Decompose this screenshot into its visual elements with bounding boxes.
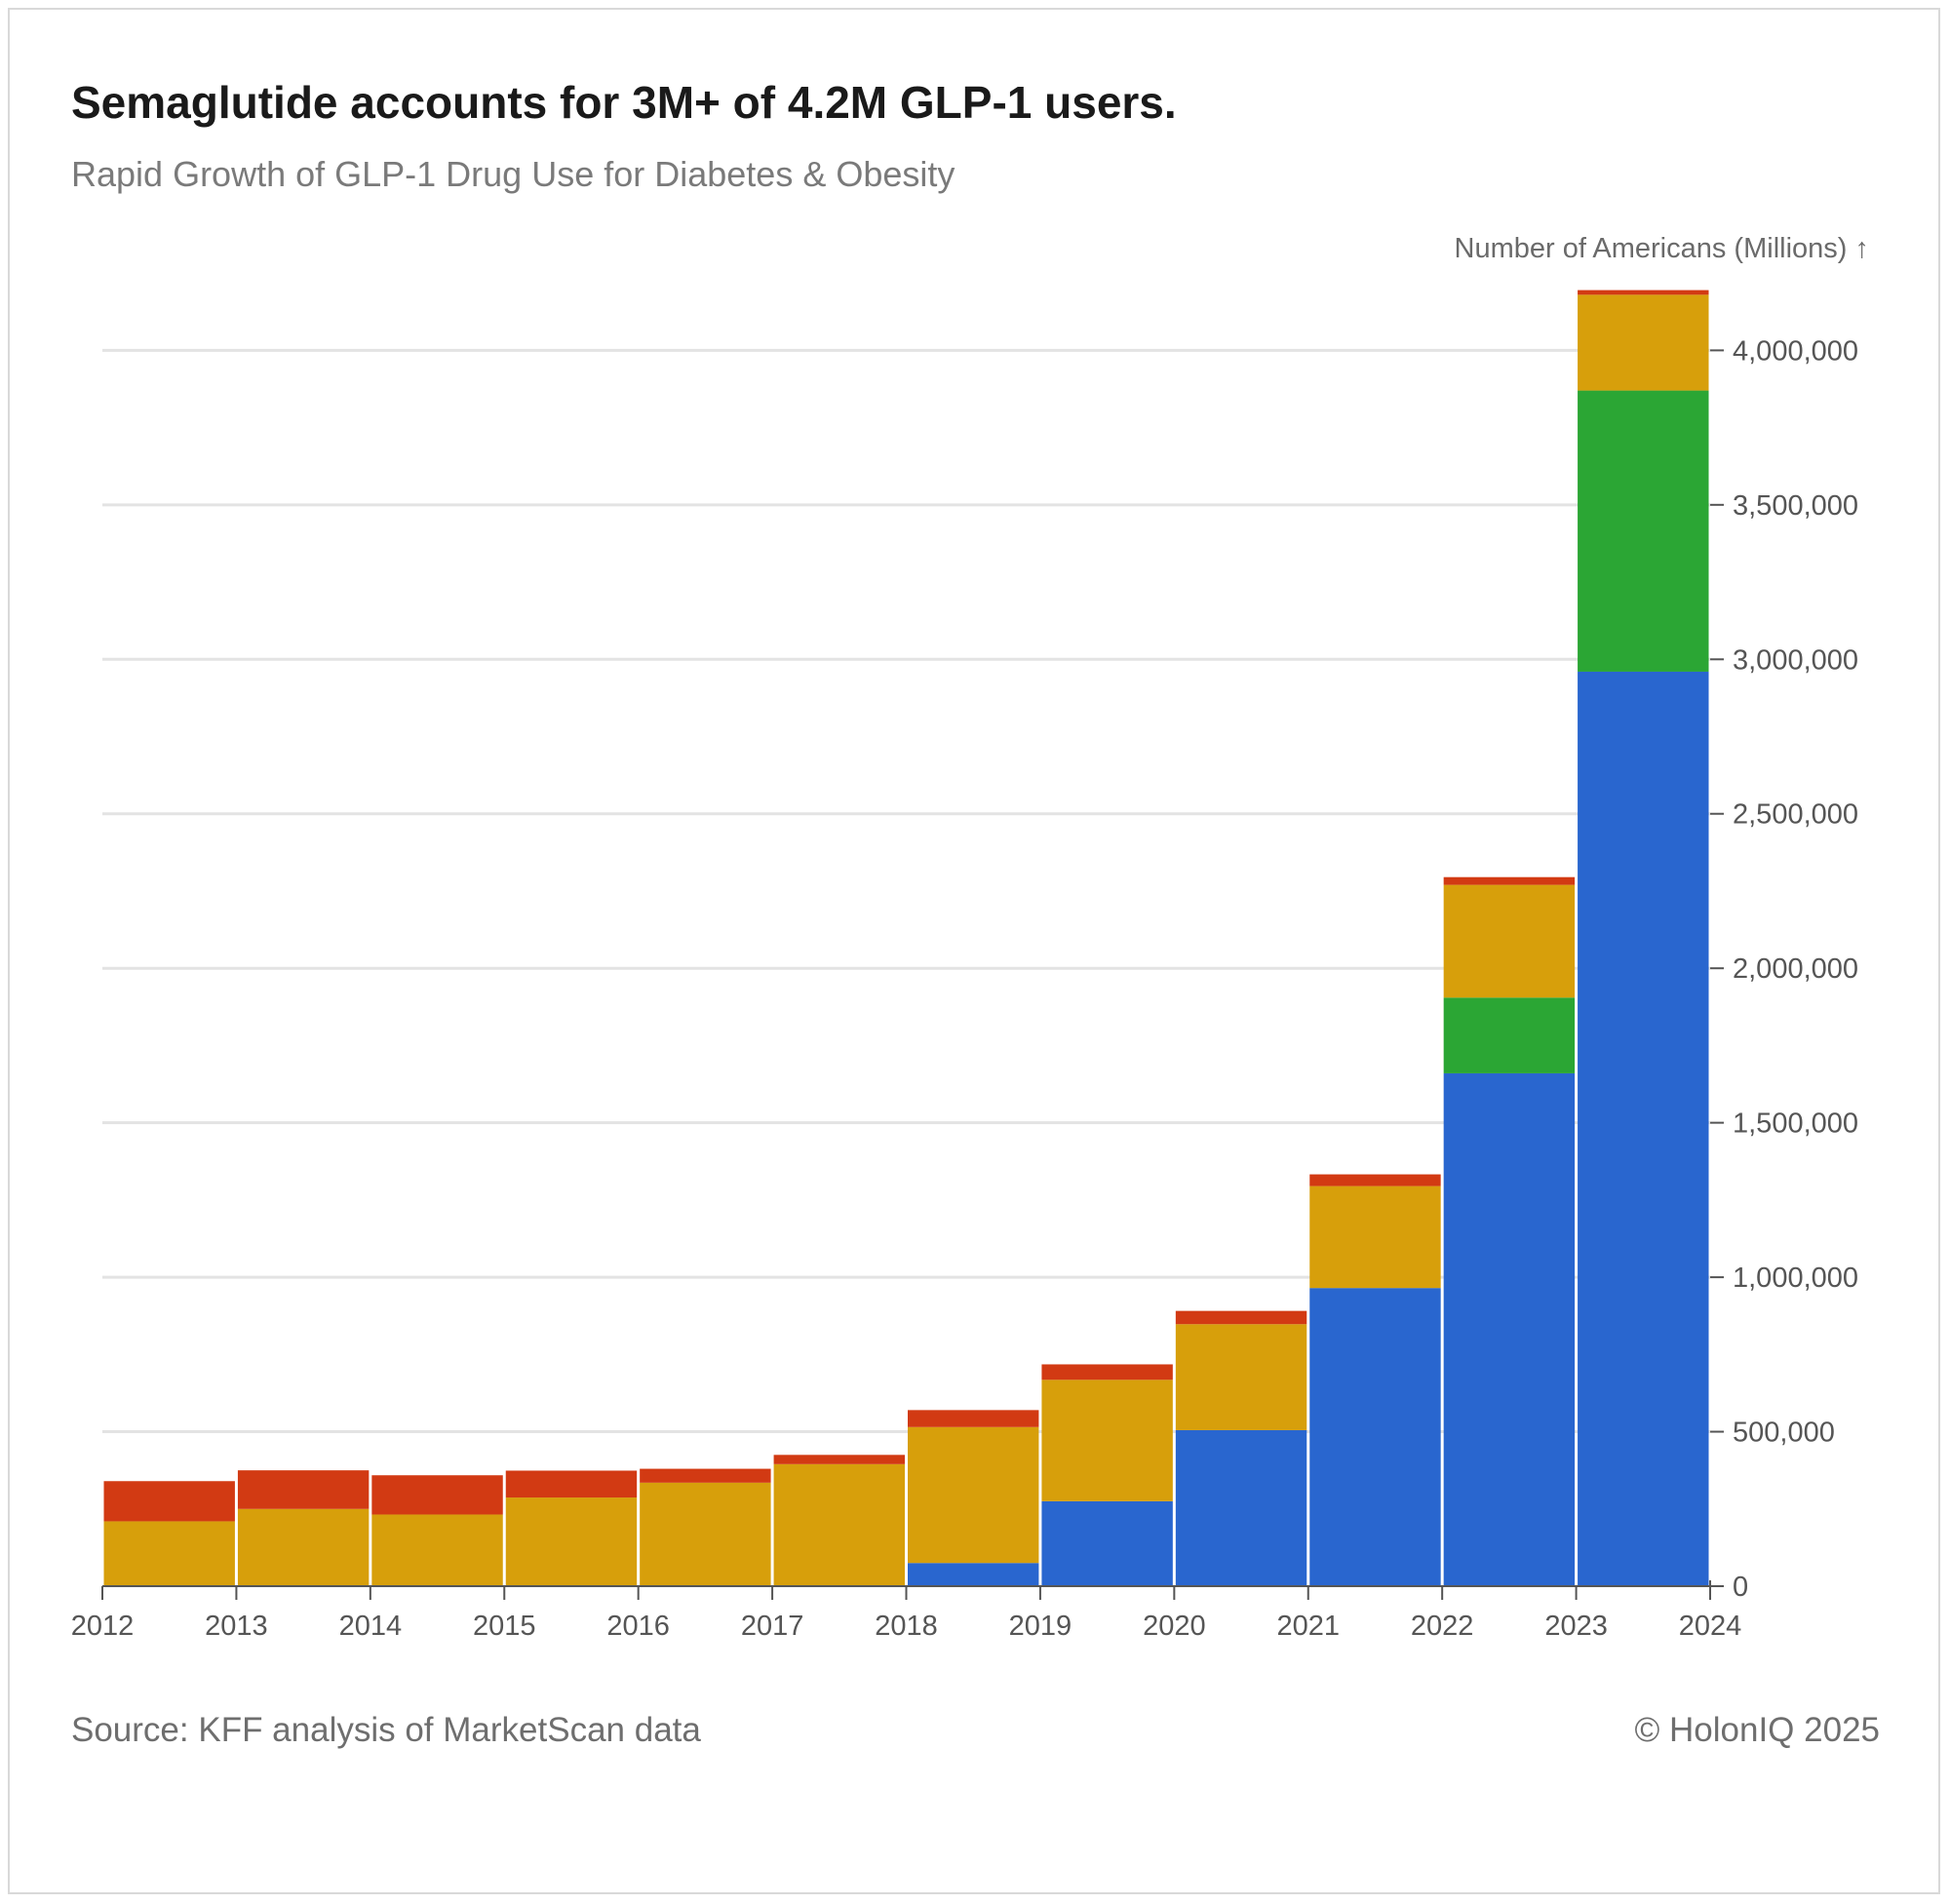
bar-liraglutide-2014 bbox=[371, 1514, 503, 1586]
y-axis: 0 500,000 1,000,000 1,500,000 2,000,000 2,500… bbox=[1710, 335, 1858, 1603]
x-tick-label: 2016 bbox=[606, 1611, 670, 1642]
bar-liraglutide-2012 bbox=[103, 1521, 235, 1586]
x-tick-label: 2013 bbox=[205, 1611, 268, 1642]
bar-liraglutide-2020 bbox=[1175, 1324, 1307, 1430]
bar-liraglutide-2016 bbox=[640, 1482, 771, 1586]
bar-exenatide-2022 bbox=[1443, 876, 1576, 885]
y-tick-label: 3,500,000 bbox=[1733, 490, 1858, 522]
y-axis-title: Number of Americans (Millions) ↑ bbox=[1455, 233, 1869, 264]
y-tick-label: 1,500,000 bbox=[1733, 1108, 1858, 1140]
bar-tirzepatide-2023 bbox=[1578, 390, 1709, 672]
chart-subtitle: Rapid Growth of GLP-1 Drug Use for Diabe… bbox=[71, 154, 956, 194]
bar-liraglutide-2013 bbox=[237, 1508, 370, 1586]
source-note: Source: KFF analysis of MarketScan data bbox=[71, 1711, 701, 1749]
bar-exenatide-2021 bbox=[1309, 1174, 1441, 1186]
bar-exenatide-2019 bbox=[1041, 1364, 1173, 1380]
x-axis: 2012 2013 2014 2015 2016 2017 2018 2019 2020 2021… bbox=[71, 1580, 1742, 1642]
bar-exenatide-2014 bbox=[371, 1475, 503, 1515]
y-tick-label: 4,000,000 bbox=[1733, 335, 1858, 367]
x-tick-label: 2012 bbox=[71, 1611, 135, 1642]
y-tick-label: 500,000 bbox=[1733, 1418, 1835, 1449]
bar-exenatide-2018 bbox=[908, 1410, 1039, 1427]
copyright-note: © HolonIQ 2025 bbox=[1634, 1711, 1881, 1749]
x-tick-label: 2024 bbox=[1679, 1611, 1742, 1642]
bar-exenatide-2012 bbox=[103, 1481, 235, 1522]
x-tick-label: 2018 bbox=[875, 1611, 938, 1642]
bar-exenatide-2017 bbox=[773, 1455, 905, 1464]
bar-exenatide-2015 bbox=[505, 1470, 638, 1498]
bar-exenatide-2020 bbox=[1175, 1310, 1307, 1325]
gridlines bbox=[102, 348, 1710, 1434]
y-tick-label: 2,000,000 bbox=[1733, 953, 1858, 985]
x-tick-label: 2023 bbox=[1544, 1611, 1608, 1642]
bar-liraglutide-2018 bbox=[908, 1426, 1039, 1564]
bar-semaglutide-2019 bbox=[1041, 1500, 1173, 1586]
y-tick-label: 3,000,000 bbox=[1733, 644, 1858, 676]
bars bbox=[103, 290, 1709, 1586]
bar-exenatide-2013 bbox=[237, 1470, 370, 1509]
x-tick-label: 2014 bbox=[339, 1611, 403, 1642]
bar-tirzepatide-2022 bbox=[1443, 997, 1576, 1073]
chart-title: Semaglutide accounts for 3M+ of 4.2M GLP… bbox=[71, 77, 1177, 128]
bar-exenatide-2023 bbox=[1578, 290, 1709, 295]
x-tick-label: 2019 bbox=[1009, 1611, 1072, 1642]
x-tick-label: 2015 bbox=[473, 1611, 536, 1642]
x-tick-label: 2020 bbox=[1143, 1611, 1206, 1642]
x-tick-label: 2021 bbox=[1276, 1611, 1340, 1642]
bar-semaglutide-2021 bbox=[1309, 1288, 1441, 1586]
bar-liraglutide-2015 bbox=[505, 1497, 638, 1586]
x-tick-label: 2017 bbox=[741, 1611, 804, 1642]
x-tick-label: 2022 bbox=[1411, 1611, 1474, 1642]
bar-liraglutide-2021 bbox=[1309, 1185, 1441, 1289]
bar-liraglutide-2019 bbox=[1041, 1379, 1173, 1501]
bar-liraglutide-2022 bbox=[1443, 884, 1576, 998]
y-tick-label: 1,000,000 bbox=[1733, 1263, 1858, 1294]
bar-liraglutide-2023 bbox=[1578, 294, 1709, 391]
bar-exenatide-2016 bbox=[640, 1468, 771, 1483]
y-tick-label: 2,500,000 bbox=[1733, 799, 1858, 831]
bar-semaglutide-2018 bbox=[908, 1563, 1039, 1586]
bar-semaglutide-2023 bbox=[1578, 671, 1709, 1586]
bar-semaglutide-2020 bbox=[1175, 1429, 1307, 1586]
bar-liraglutide-2017 bbox=[773, 1463, 905, 1586]
bar-semaglutide-2022 bbox=[1443, 1072, 1576, 1586]
y-tick-label: 0 bbox=[1733, 1572, 1748, 1603]
